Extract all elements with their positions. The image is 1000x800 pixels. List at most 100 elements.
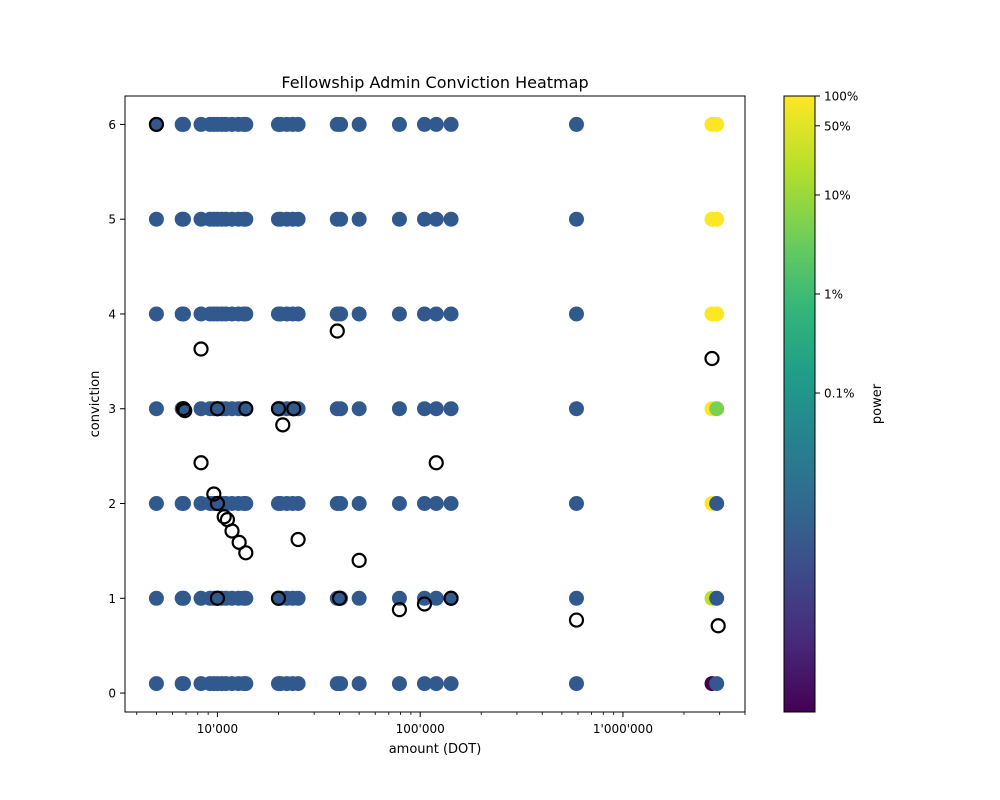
heat-point xyxy=(148,116,164,132)
colorbar-tick-label: 50% xyxy=(824,119,851,133)
heat-point xyxy=(568,590,584,606)
colorbar-tick-label: 1% xyxy=(824,288,843,302)
heat-point xyxy=(428,401,444,417)
vote-marker xyxy=(275,417,291,433)
heat-point xyxy=(333,676,349,692)
heat-point xyxy=(148,676,164,692)
heat-point xyxy=(568,676,584,692)
heat-point xyxy=(290,676,306,692)
y-tick-label: 6 xyxy=(108,118,116,132)
chart-title: Fellowship Admin Conviction Heatmap xyxy=(281,73,588,92)
heat-point xyxy=(443,401,459,417)
colorbar-ticks: 100% 50% 10% 1% 0.1% xyxy=(815,90,858,401)
heat-point xyxy=(148,306,164,322)
power-point xyxy=(709,306,725,322)
colorbar-label: power xyxy=(870,383,885,424)
power-point xyxy=(709,401,725,417)
y-tick-label: 5 xyxy=(108,213,116,227)
heat-point xyxy=(428,211,444,227)
heat-point xyxy=(416,116,432,132)
vote-marker xyxy=(238,545,254,561)
heat-point xyxy=(351,496,367,512)
vote-markers-layer xyxy=(148,116,726,634)
power-point xyxy=(709,590,725,606)
vote-marker xyxy=(286,401,302,417)
heat-point xyxy=(351,676,367,692)
heat-point xyxy=(238,401,254,417)
y-axis: 0 1 2 3 4 5 6 xyxy=(108,118,125,701)
heat-point xyxy=(443,116,459,132)
x-axis: 10'000 100'000 1'000'000 xyxy=(136,712,746,736)
heat-point xyxy=(175,676,191,692)
heat-point xyxy=(568,211,584,227)
plot-area-frame xyxy=(124,95,746,713)
heat-point xyxy=(290,211,306,227)
heat-point xyxy=(351,401,367,417)
heat-point xyxy=(148,496,164,512)
heat-point xyxy=(428,590,444,606)
vote-marker xyxy=(391,602,408,618)
heat-point xyxy=(391,306,407,322)
y-tick-label: 1 xyxy=(108,592,116,606)
y-tick-label: 2 xyxy=(108,497,116,511)
vote-marker xyxy=(270,590,287,606)
heat-point xyxy=(351,590,367,606)
x-tick-label: 100'000 xyxy=(396,722,445,736)
heat-point xyxy=(333,116,349,132)
heat-points-layer xyxy=(148,116,584,692)
vote-marker xyxy=(568,612,585,628)
power-point xyxy=(709,496,725,512)
colorbar-tick-label: 0.1% xyxy=(824,387,855,401)
vote-marker xyxy=(270,401,287,417)
colorbar-tick-label: 10% xyxy=(824,189,851,203)
heat-point xyxy=(568,496,584,512)
y-tick-label: 4 xyxy=(108,307,116,321)
vote-marker xyxy=(238,401,254,417)
vote-marker xyxy=(148,116,165,133)
heat-point xyxy=(416,211,432,227)
heat-point xyxy=(391,211,407,227)
heat-point xyxy=(238,306,254,322)
vote-marker xyxy=(209,495,226,512)
y-tick-label: 0 xyxy=(108,687,116,701)
heat-point xyxy=(148,211,164,227)
heat-point xyxy=(568,116,584,132)
vote-marker xyxy=(351,552,367,568)
heat-point xyxy=(333,496,349,512)
heat-point xyxy=(148,401,164,417)
heat-point xyxy=(568,306,584,322)
colorbar-gradient xyxy=(783,95,816,713)
heat-point xyxy=(443,306,459,322)
x-axis-label: amount (DOT) xyxy=(389,742,482,757)
heat-point xyxy=(333,211,349,227)
heat-point xyxy=(290,590,306,606)
heat-point xyxy=(333,401,349,417)
x-tick-label: 1'000'000 xyxy=(593,722,653,736)
x-tick-label: 10'000 xyxy=(197,722,238,736)
heat-point xyxy=(148,590,164,606)
vote-marker xyxy=(416,596,433,612)
heat-point xyxy=(238,211,254,227)
power-point xyxy=(709,676,725,692)
heat-point xyxy=(416,496,432,512)
heat-point xyxy=(290,401,306,417)
heat-point xyxy=(333,306,349,322)
vote-marker xyxy=(443,590,459,606)
heat-point xyxy=(428,116,444,132)
vote-marker xyxy=(329,323,345,339)
heat-point xyxy=(175,590,191,606)
vote-marker xyxy=(193,341,209,357)
vote-marker xyxy=(710,618,726,634)
heat-point xyxy=(416,401,432,417)
vote-marker xyxy=(331,590,348,606)
vote-marker xyxy=(206,486,222,502)
heat-point xyxy=(416,676,432,692)
heat-point xyxy=(238,676,254,692)
heat-point xyxy=(175,306,191,322)
heat-point xyxy=(428,496,444,512)
vote-marker xyxy=(209,401,226,417)
heat-point xyxy=(391,590,407,606)
vote-marker xyxy=(216,509,232,525)
heat-point xyxy=(443,590,459,606)
